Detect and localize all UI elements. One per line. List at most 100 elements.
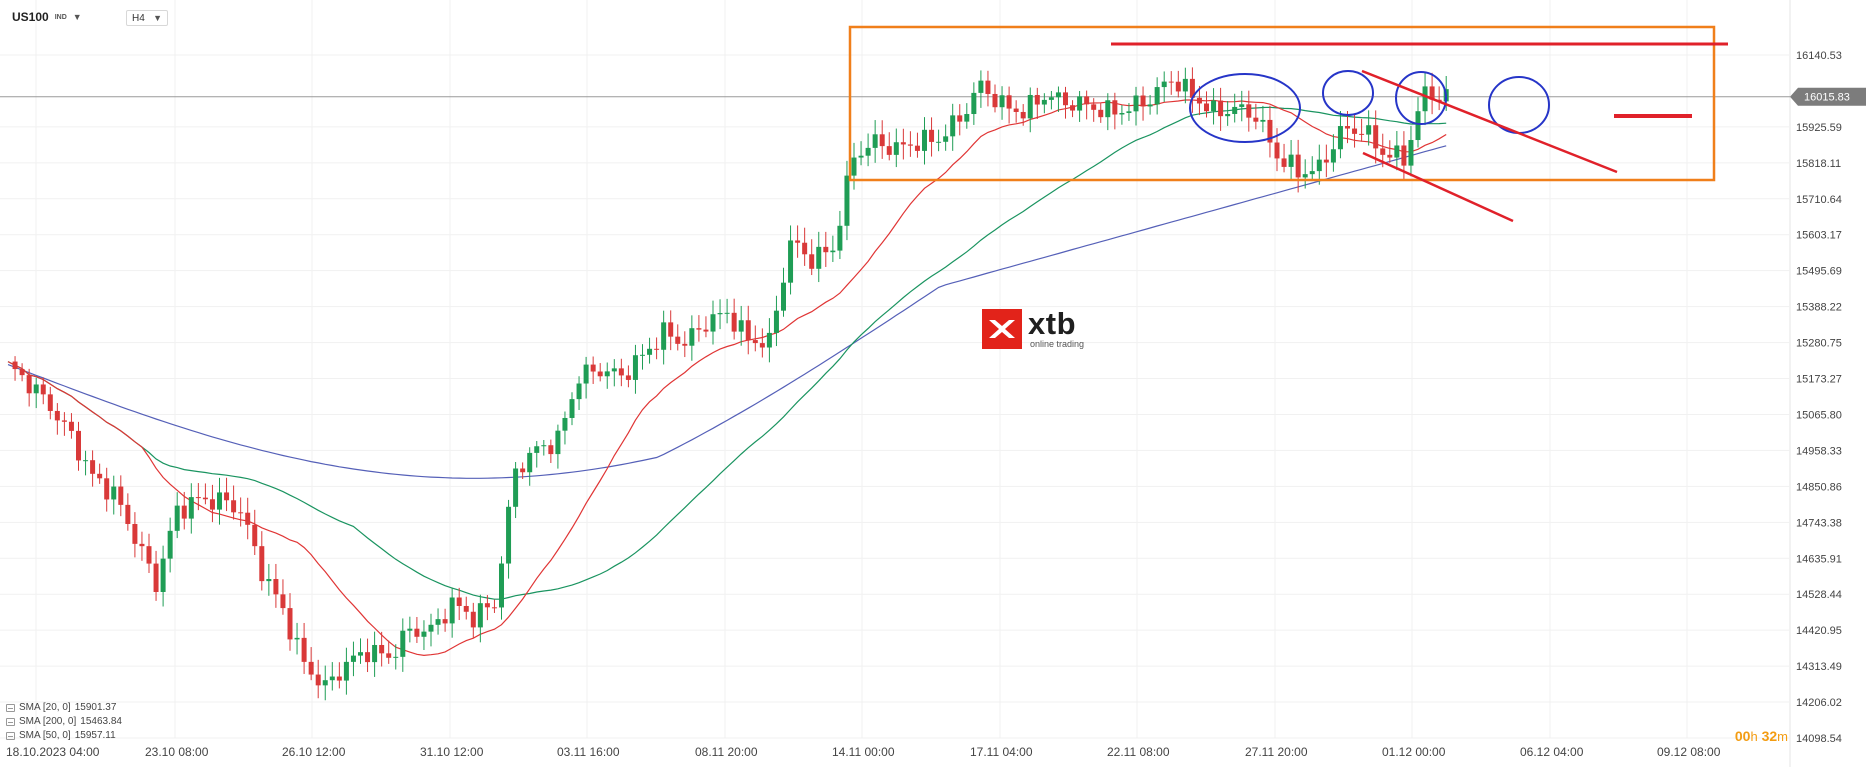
- y-tick-label: 15495.69: [1796, 266, 1842, 278]
- candle-body: [527, 452, 533, 473]
- candle-body: [1366, 125, 1372, 135]
- legend-value: 15463.84: [80, 716, 122, 727]
- candle-body: [1415, 111, 1421, 141]
- candle-body: [611, 368, 617, 372]
- candle-body: [569, 399, 575, 418]
- candle-body: [625, 375, 631, 380]
- timer-minutes: 32: [1761, 728, 1778, 744]
- candle-body: [280, 594, 286, 609]
- pattern-ellipse: [1395, 71, 1447, 125]
- x-tick-label: 22.11 08:00: [1107, 745, 1170, 759]
- x-tick-label: 31.10 12:00: [420, 745, 484, 759]
- candle-body: [1323, 159, 1329, 163]
- candle-body: [710, 314, 716, 332]
- candle-body: [907, 144, 913, 146]
- candle-body: [520, 468, 526, 473]
- candle-body: [731, 312, 737, 332]
- candle-body: [1091, 104, 1097, 110]
- candle-body: [1020, 111, 1026, 119]
- candle-body: [97, 473, 103, 479]
- candle-body: [245, 512, 251, 525]
- candle-body: [61, 420, 67, 422]
- symbol-selector[interactable]: US100 IND ▼: [12, 10, 82, 24]
- candle-body: [1394, 145, 1400, 158]
- sma-200-line: [7, 145, 1447, 479]
- y-tick-label: 14958.33: [1796, 445, 1842, 457]
- candle-body: [964, 114, 970, 122]
- candle-body: [1232, 106, 1238, 114]
- candle-body: [1387, 154, 1393, 158]
- candle-body: [886, 146, 892, 155]
- timeframe-selector[interactable]: H4 ▼: [126, 10, 168, 26]
- candle-body: [865, 147, 871, 156]
- candle-body: [1352, 128, 1358, 134]
- y-tick-label: 15280.75: [1796, 338, 1842, 350]
- candle-body: [1070, 105, 1076, 111]
- x-tick-label: 08.11 20:00: [695, 745, 758, 759]
- candle-body: [266, 579, 272, 582]
- x-tick-label: 27.11 20:00: [1245, 745, 1308, 759]
- x-tick-label: 06.12 04:00: [1520, 745, 1584, 759]
- candle-body: [1133, 95, 1139, 112]
- candle-body: [773, 310, 779, 333]
- candle-body: [548, 445, 554, 455]
- candle-body: [393, 656, 399, 658]
- candle-body: [922, 129, 927, 151]
- y-tick-label: 14850.86: [1796, 481, 1842, 493]
- candle-body: [1154, 87, 1160, 105]
- candle-body: [943, 136, 949, 142]
- candle-body: [132, 523, 138, 544]
- sma-200-path: [7, 145, 1447, 479]
- candle-body: [1182, 78, 1188, 92]
- x-tick-label: 23.10 08:00: [145, 745, 209, 759]
- indicator-icon: [6, 718, 15, 726]
- y-tick-label: 15065.80: [1796, 409, 1842, 421]
- candle-body: [1063, 92, 1068, 106]
- candle-body: [308, 661, 314, 675]
- indicator-icon: [6, 732, 15, 740]
- y-tick-label: 14098.54: [1796, 733, 1842, 745]
- candle-body: [12, 361, 18, 370]
- candle-body: [1119, 112, 1125, 115]
- candle-body: [365, 652, 371, 663]
- candle-body: [1041, 99, 1047, 105]
- candle-body: [1316, 159, 1322, 172]
- candle-body: [795, 240, 801, 243]
- y-tick-label: 14528.44: [1796, 589, 1842, 601]
- legend-item[interactable]: SMA [20, 0] 15901.37: [6, 701, 122, 715]
- candle-body: [104, 478, 110, 500]
- candlestick-series: [12, 67, 1449, 701]
- candle-body: [336, 676, 342, 681]
- price-axis[interactable]: 16140.53 15925.59 15818.11 15710.64 15603.17…: [1790, 50, 1866, 745]
- candle-body: [146, 546, 152, 564]
- y-tick-label: 15388.22: [1796, 302, 1842, 314]
- candle-body: [188, 497, 194, 519]
- legend-item[interactable]: SMA [50, 0] 15957.11: [6, 729, 122, 743]
- x-tick-label: 03.11 16:00: [557, 745, 620, 759]
- candle-body: [900, 142, 906, 145]
- time-axis[interactable]: 18.10.2023 04:00 23.10 08:00 26.10 12:00 31…: [6, 745, 1721, 759]
- candle-body: [647, 348, 653, 355]
- channel-lower-line: [1362, 151, 1514, 223]
- candle-body: [745, 320, 751, 341]
- candle-body: [287, 608, 293, 640]
- chevron-down-icon: ▼: [72, 12, 82, 22]
- candle-body: [1253, 117, 1259, 122]
- sma-20-line: [7, 99, 1447, 657]
- candle-body: [752, 340, 758, 344]
- candle-body: [1267, 119, 1273, 143]
- candle-body: [76, 430, 81, 461]
- candle-body: [978, 80, 984, 93]
- candle-body: [1006, 95, 1012, 109]
- candle-body: [68, 421, 74, 431]
- symbol-type: IND: [54, 13, 67, 21]
- candle-body: [19, 369, 25, 376]
- candle-body: [1013, 108, 1019, 112]
- y-tick-label: 16140.53: [1796, 50, 1842, 62]
- candle-body: [555, 430, 561, 455]
- legend-item[interactable]: SMA [200, 0] 15463.84: [6, 715, 122, 729]
- candle-body: [830, 250, 836, 253]
- y-tick-label: 15173.27: [1796, 374, 1842, 386]
- candle-body: [40, 384, 46, 395]
